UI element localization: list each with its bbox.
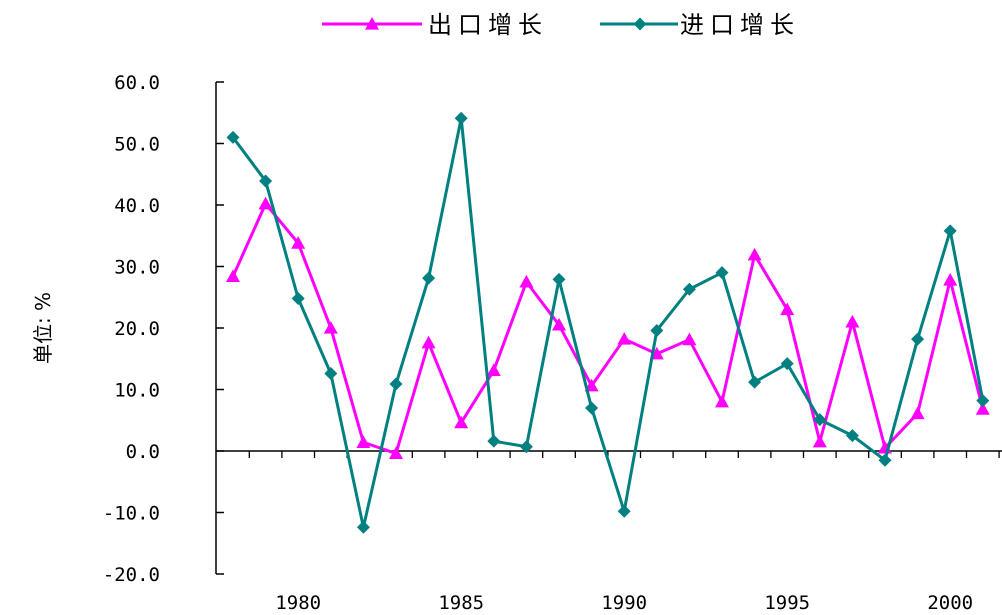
data-point <box>976 394 990 408</box>
data-point <box>552 272 566 286</box>
data-point <box>715 266 729 280</box>
series-line <box>231 116 985 529</box>
data-point <box>975 402 990 415</box>
data-point <box>682 332 697 346</box>
data-point <box>943 273 958 286</box>
data-point <box>421 335 436 349</box>
data-point <box>780 357 794 371</box>
y-tick-label: 30.0 <box>114 257 160 279</box>
data-point <box>519 274 534 288</box>
data-point <box>454 415 469 429</box>
data-point <box>389 377 403 391</box>
legend-marker <box>633 17 647 31</box>
data-point <box>682 282 696 296</box>
y-tick-label: 20.0 <box>114 318 160 340</box>
data-point <box>226 269 240 282</box>
legend-label: 出口增长 <box>428 11 548 39</box>
data-point <box>585 401 599 415</box>
data-point <box>454 111 468 125</box>
data-point <box>356 520 370 534</box>
data-point <box>878 453 892 467</box>
y-tick-label: 0.0 <box>126 441 160 463</box>
y-tick-label: 10.0 <box>114 380 160 402</box>
data-point <box>715 394 729 408</box>
data-point <box>519 440 533 454</box>
data-point <box>943 224 957 238</box>
legend-item: 出口增长 <box>322 11 548 39</box>
data-point <box>845 429 859 443</box>
data-point <box>258 196 273 210</box>
data-point <box>226 130 240 144</box>
data-point <box>617 332 632 345</box>
x-axis-ticks: 1980 1985 1990 1995 2000 <box>248 451 1000 614</box>
x-tick-label: 1990 <box>601 592 647 614</box>
y-tick-label: 40.0 <box>114 195 160 217</box>
data-point <box>845 314 860 328</box>
x-tick-label: 1995 <box>764 592 810 614</box>
legend-item: 进口增长 <box>600 11 800 39</box>
data-point <box>422 271 436 285</box>
data-point <box>552 317 566 331</box>
data-point <box>291 291 305 305</box>
y-tick-label: 60.0 <box>114 72 160 94</box>
legend-label: 进口增长 <box>680 11 800 39</box>
data-point <box>780 302 795 316</box>
y-tick-label: -10.0 <box>103 503 160 525</box>
series-layer <box>226 111 990 534</box>
data-point <box>910 406 925 420</box>
data-point <box>323 321 338 334</box>
data-point <box>813 413 827 427</box>
data-point <box>747 247 762 261</box>
data-point <box>486 363 501 377</box>
y-tick-label: 50.0 <box>114 134 160 156</box>
data-point <box>356 435 371 448</box>
y-axis-label: 单位: % <box>31 292 55 364</box>
data-point <box>389 446 403 460</box>
series-2 <box>226 111 990 534</box>
series-line <box>231 202 985 455</box>
y-axis-title: 单位: % <box>31 292 55 364</box>
data-point <box>748 375 762 389</box>
data-point <box>650 323 664 337</box>
x-tick-label: 1980 <box>275 592 321 614</box>
y-axis-ticks: 60.0 50.0 40.0 30.0 20.0 10.0 0.0 -10.0 -20.0 <box>103 72 224 586</box>
data-point <box>324 367 338 381</box>
data-point <box>812 434 827 448</box>
x-tick-label: 2000 <box>927 592 973 614</box>
y-tick-label: -20.0 <box>103 564 160 586</box>
x-tick-label: 1985 <box>438 592 484 614</box>
legend-marker <box>365 17 379 30</box>
data-point <box>291 236 306 249</box>
data-point <box>259 174 273 188</box>
legend: 出口增长 进口增长 <box>322 11 800 39</box>
data-point <box>617 504 631 518</box>
data-point <box>911 332 925 346</box>
data-point <box>487 434 501 448</box>
